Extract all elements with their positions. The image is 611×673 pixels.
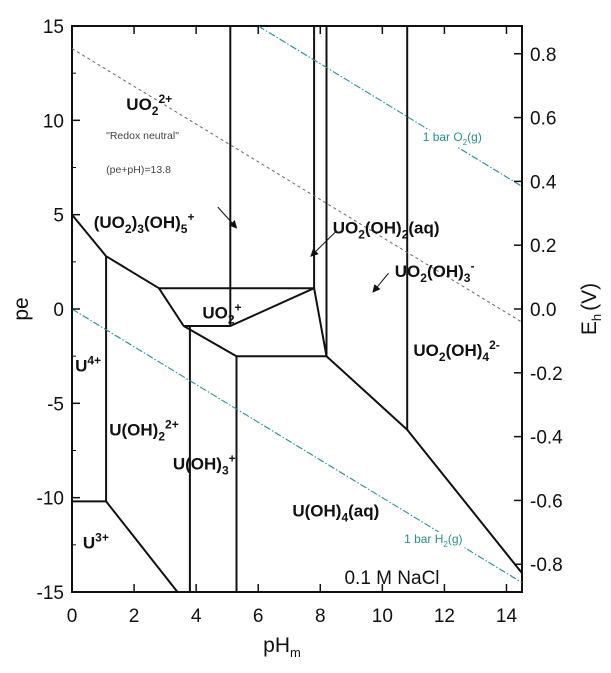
water-limit-line-12 xyxy=(257,26,522,187)
water-limit-label-1: 1 bar H2(g) xyxy=(404,532,462,549)
y2-tick-label-7: -0.6 xyxy=(530,491,563,512)
pointer-arrow-0 xyxy=(217,206,238,229)
water-limit-label-0-bg xyxy=(420,130,484,148)
medium-label: 0.1 M NaCl xyxy=(344,568,439,589)
redox-note-0: "Redox neutral" xyxy=(106,130,179,142)
y-tick-label-4: -5 xyxy=(47,394,64,415)
x-tick-label-7: 14 xyxy=(496,606,518,627)
pointer-arrow-1 xyxy=(310,231,337,257)
y-tick-label-6: -15 xyxy=(37,583,64,604)
x-tick-label-4: 8 xyxy=(315,606,326,627)
y-tick-label-2: 5 xyxy=(53,206,64,227)
x-tick-label-1: 2 xyxy=(129,606,140,627)
redox-note-1: (pe+pH)=13.8 xyxy=(106,164,171,176)
species-label-1: (UO2)3(OH)5+ xyxy=(94,210,195,236)
y-tick-label-1: 10 xyxy=(43,111,64,132)
x-tick-label-5: 10 xyxy=(372,606,393,627)
species-label-8: U(OH)3+ xyxy=(173,451,236,477)
species-label-7: U(OH)22+ xyxy=(109,417,178,443)
boundary-line-9 xyxy=(72,500,179,592)
series-lines xyxy=(72,26,522,592)
species-label-5: UO2(OH)42- xyxy=(413,338,499,364)
x-tick-label-6: 12 xyxy=(434,606,455,627)
x-tick-label-2: 4 xyxy=(191,606,202,627)
species-label-4: UO2(OH)3- xyxy=(395,259,475,285)
y2-tick-label-3: 0.2 xyxy=(530,236,556,257)
species-label-2: UO2+ xyxy=(202,300,241,326)
axis-ticks: 0 2 4 6 8 10 12 14 15 10 5 0 -5 -10 -15 0.8 0.6 0.4 0.2 0.0… xyxy=(37,17,564,627)
y2-tick-label-5: -0.2 xyxy=(530,364,563,385)
species-labels: UO22+ (UO2)3(OH)5+ UO2+ UO2(OH)2(aq) UO2(OH)… xyxy=(75,92,500,553)
y2-tick-label-8: -0.8 xyxy=(530,555,563,576)
species-label-9: U(OH)4(aq) xyxy=(292,502,379,525)
y2-tick-label-1: 0.6 xyxy=(530,109,556,130)
y-axis-title: pe xyxy=(10,297,33,320)
annotations: "Redox neutral" (pe+pH)=13.8 1 bar O2(g) 1 … xyxy=(106,130,484,549)
species-label-3: UO2(OH)2(aq) xyxy=(333,219,440,242)
boundary-line-1 xyxy=(158,287,315,327)
y-tick-label-5: -10 xyxy=(37,489,64,510)
species-label-6: U4+ xyxy=(75,353,101,375)
species-label-10: U3+ xyxy=(83,531,109,553)
y2-tick-label-6: -0.4 xyxy=(530,428,563,449)
y2-axis-title: Eh(V) xyxy=(578,283,604,335)
redox-neutral-line-14 xyxy=(72,48,522,323)
y-tick-label-0: 15 xyxy=(43,17,64,38)
water-limit-label-1-bg xyxy=(402,531,465,549)
water-limit-label-0: 1 bar O2(g) xyxy=(423,130,482,147)
y2-tick-label-0: 0.8 xyxy=(530,45,556,66)
x-tick-label-0: 0 xyxy=(67,606,78,627)
pointer-arrow-2 xyxy=(372,272,389,293)
y2-tick-label-2: 0.4 xyxy=(530,172,557,193)
y2-tick-label-4: 0.0 xyxy=(530,300,556,321)
x-axis-title: pHm xyxy=(263,634,301,660)
boundary-line-3 xyxy=(183,288,328,358)
species-label-0: UO22+ xyxy=(126,92,172,118)
x-tick-label-3: 6 xyxy=(253,606,264,627)
arrows xyxy=(217,206,389,293)
y-tick-label-3: 0 xyxy=(53,300,64,321)
